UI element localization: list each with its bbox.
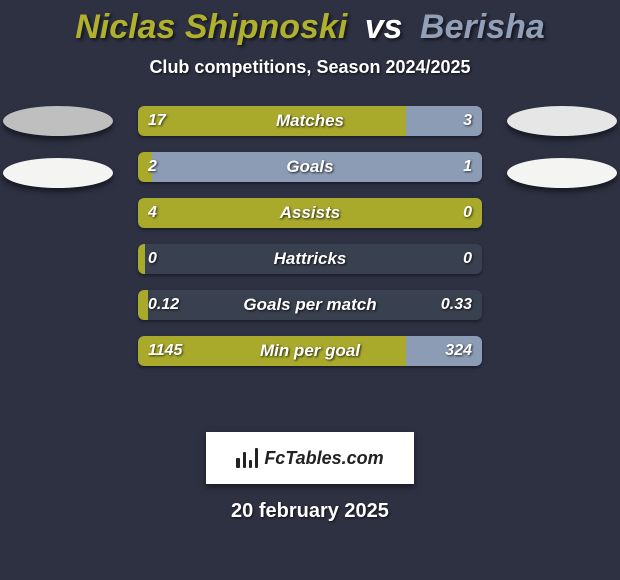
right-photo-placeholders [502,106,620,188]
comparison-title: Niclas Shipnoski vs Berisha [0,0,620,47]
stat-bar-goals: 2 1 Goals [138,152,482,182]
bar-value-right: 0.33 [431,290,482,320]
logo-text: FcTables.com [264,448,383,469]
title-player2: Berisha [420,8,545,46]
bar-fill-left [138,106,406,136]
ellipse-left-1 [3,106,113,136]
stat-bar-matches: 17 3 Matches [138,106,482,136]
stat-bar-hattricks: 0 0 Hattricks [138,244,482,274]
title-vs: vs [365,8,403,46]
bar-value-right: 3 [453,106,482,136]
subtitle: Club competitions, Season 2024/2025 [0,57,620,78]
stat-bar-assists: 4 0 Assists [138,198,482,228]
ellipse-left-2 [3,158,113,188]
bar-fill-right [152,152,482,182]
logo-row: FcTables.com [0,432,620,484]
bar-value-right: 324 [435,336,482,366]
stat-bar-min-per-goal: 1145 324 Min per goal [138,336,482,366]
fctables-logo: FcTables.com [206,432,414,484]
stat-bar-goals-per-match: 0.12 0.33 Goals per match [138,290,482,320]
comparison-body: 17 3 Matches 2 1 Goals 4 0 Assists 0 0 H… [0,106,620,416]
bar-value-right: 1 [453,152,482,182]
bar-value-left: 0 [138,244,167,274]
bar-value-right: 0 [453,244,482,274]
bar-value-left: 4 [138,198,167,228]
left-photo-placeholders [0,106,118,188]
snapshot-date: 20 february 2025 [0,500,620,523]
bar-fill-left [138,198,482,228]
bar-value-left: 2 [138,152,167,182]
ellipse-right-2 [507,158,617,188]
ellipse-right-1 [507,106,617,136]
bar-value-left: 0.12 [138,290,189,320]
title-player1: Niclas Shipnoski [75,8,347,46]
bar-value-left: 17 [138,106,176,136]
bar-value-right: 0 [453,198,482,228]
stat-bars: 17 3 Matches 2 1 Goals 4 0 Assists 0 0 H… [138,106,482,366]
bar-label: Hattricks [138,244,482,274]
bar-value-left: 1145 [138,336,192,366]
bar-chart-icon [236,448,258,468]
